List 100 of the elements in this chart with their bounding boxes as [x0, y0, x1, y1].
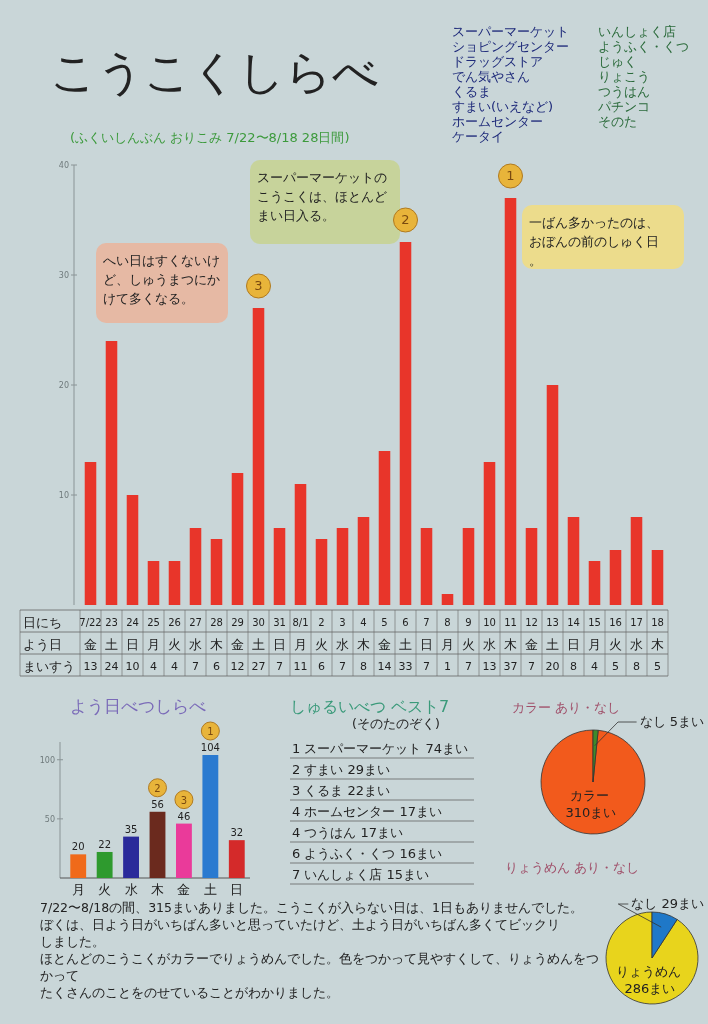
text: 2 すまい 29まい [292, 762, 391, 777]
text: ホームセンター [452, 114, 543, 129]
text: 金 [525, 637, 538, 652]
x-tick-label: 木 [151, 882, 164, 897]
x-tick-label: 5 [381, 617, 388, 628]
data-label: 7 [192, 660, 199, 673]
slice-label: りょうめん [615, 964, 681, 979]
text: 7/22〜8/18の間、315まいありました。こうこくが入らない日は、1日もありませんでした。 [40, 900, 583, 915]
text: ぼくは、日よう日がいちばん多いと思っていたけど、土よう日がいちばん多くてビックリ [40, 917, 560, 932]
text: ほとんどのこうこくがカラーでりょうめんでした。色をつかって見やすくして、りょうめんをつかって [40, 951, 599, 983]
text: 日 [126, 637, 139, 652]
data-label: 4 [591, 660, 598, 673]
text: (そのたのぞく) [352, 716, 440, 731]
annotation: 1 [506, 168, 515, 183]
text: 3 くるま 22まい [292, 783, 391, 798]
x-tick-label: 17 [630, 617, 643, 628]
annotation: 3 [254, 278, 263, 293]
text: 月 [588, 637, 601, 652]
data-label: 310まい [565, 805, 617, 820]
y-tick-label: 20 [58, 381, 69, 390]
x-tick-label: 10 [483, 617, 496, 628]
data-label: 14 [377, 660, 392, 673]
text: 4 つうはん 17まい [292, 825, 404, 840]
text: 土 [252, 637, 265, 652]
text: 日 [567, 637, 580, 652]
data-label: 13 [482, 660, 497, 673]
x-tick-label: 8/1 [292, 617, 309, 628]
x-tick-label: 24 [126, 617, 139, 628]
text: りょこう [598, 69, 650, 84]
text: よう日 [23, 637, 62, 652]
text: 月 [441, 637, 454, 652]
data-label: 32 [230, 827, 244, 839]
annotation: 2 [401, 212, 410, 227]
data-label: 4 [171, 660, 178, 673]
text: ドラッグストア [452, 54, 543, 69]
x-tick-label: 7 [423, 617, 430, 628]
data-label: 22 [98, 838, 112, 850]
data-label: 7 [276, 660, 283, 673]
text: いんしょく店 [598, 24, 676, 39]
x-tick-label: 月 [71, 882, 85, 897]
text: そのた [598, 114, 637, 129]
text: 日 [273, 637, 286, 652]
text: ケータイ [452, 129, 504, 144]
chart-subtitle: (ふくいしんぶん おりこみ 7/22〜8/18 28日間) [70, 130, 350, 145]
annotation: スーパーマーケットのこうこくは、ほとんどまい日入る。 [257, 170, 387, 223]
text: 木 [504, 637, 517, 652]
data-label: 7 [528, 660, 535, 673]
text: じゅく [598, 54, 637, 69]
text: スーパーマーケット [452, 24, 569, 39]
y-tick-label: 10 [58, 491, 69, 500]
x-tick-label: 土 [203, 882, 217, 897]
x-tick-label: 26 [168, 617, 181, 628]
x-tick-label: 25 [147, 617, 160, 628]
y-tick-label: 40 [58, 161, 69, 170]
data-label: 7 [339, 660, 346, 673]
text: 土 [546, 637, 559, 652]
annotation: 3 [180, 794, 188, 806]
text: すまい(いえなど) [452, 99, 554, 114]
data-label: 12 [230, 660, 245, 673]
x-tick-label: 23 [105, 617, 118, 628]
data-label: 46 [177, 810, 191, 822]
x-tick-label: 日 [230, 882, 244, 897]
x-tick-label: 16 [609, 617, 622, 628]
annotation: 2 [154, 782, 161, 794]
x-tick-label: 30 [252, 617, 265, 628]
x-tick-label: 29 [231, 617, 244, 628]
data-label: 7 [465, 660, 472, 673]
chart-title: カラー あり・なし [512, 700, 621, 715]
x-tick-label: 15 [588, 617, 601, 628]
x-tick-label: 水 [124, 882, 138, 897]
x-tick-label: 11 [504, 617, 517, 628]
text: 水 [189, 637, 202, 652]
data-label: 20 [545, 660, 560, 673]
text: 水 [336, 637, 349, 652]
data-label: 5 [612, 660, 619, 673]
data-label: 37 [503, 660, 518, 673]
text: まいすう [23, 659, 75, 674]
data-label: 104 [200, 742, 220, 754]
data-label: 8 [570, 660, 577, 673]
text: 月 [147, 637, 160, 652]
text: 6 ようふく・くつ 16まい [292, 846, 443, 861]
x-tick-label: 13 [546, 617, 559, 628]
data-label: 35 [124, 823, 138, 835]
text: 水 [630, 637, 643, 652]
data-label: 56 [151, 798, 164, 810]
text: 7 いんしょく店 15まい [292, 867, 430, 882]
slice-label: なし 29まい [631, 896, 704, 911]
data-label: 1 [444, 660, 451, 673]
x-tick-label: 14 [567, 617, 580, 628]
text: 1 スーパーマーケット 74まい [292, 741, 469, 756]
x-tick-label: 3 [339, 617, 346, 628]
text: 木 [357, 637, 370, 652]
text: 土 [105, 637, 118, 652]
text: くるま [452, 84, 491, 99]
x-tick-label: 18 [651, 617, 664, 628]
data-label: 13 [83, 660, 98, 673]
x-tick-label: 7/22 [79, 617, 102, 628]
data-label: 6 [213, 660, 220, 673]
x-tick-label: 8 [444, 617, 451, 628]
text: 金 [231, 637, 244, 652]
